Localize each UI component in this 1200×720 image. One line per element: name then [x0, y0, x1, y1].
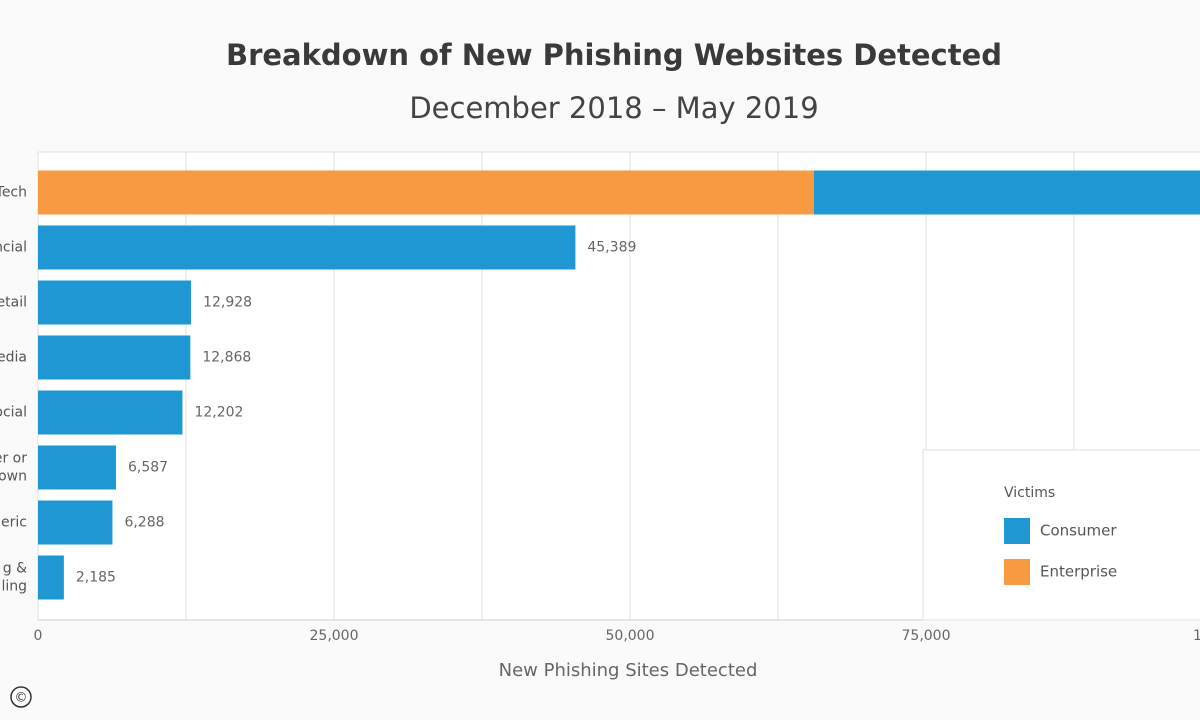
y-tick-label: ncial	[0, 240, 27, 256]
x-tick-label: 75,000	[902, 628, 951, 644]
value-label: 6,587	[128, 460, 168, 476]
chart-subtitle: December 2018 – May 2019	[409, 91, 818, 125]
bar	[38, 390, 183, 435]
value-label: 6,288	[124, 515, 164, 531]
bar	[38, 335, 191, 380]
copyright: ©	[15, 691, 28, 706]
y-tick-label: eric	[1, 515, 27, 531]
copyright-icon	[10, 686, 32, 708]
legend-swatch	[1004, 518, 1030, 544]
value-label: 12,868	[202, 350, 251, 366]
value-label: 12,202	[194, 405, 243, 421]
value-label: 45,389	[587, 240, 636, 256]
bar	[38, 555, 64, 600]
value-label: 2,185	[76, 570, 116, 586]
bar	[38, 500, 113, 545]
value-label: 12,928	[203, 295, 252, 311]
y-tick-label: edia	[0, 350, 27, 366]
chart-title: Breakdown of New Phishing Websites Detec…	[226, 38, 1002, 72]
bar	[38, 225, 576, 270]
legend-label: Enterprise	[1040, 563, 1117, 581]
bar	[38, 445, 116, 490]
legend-label: Consumer	[1040, 522, 1117, 540]
y-tick-label: etail	[0, 295, 27, 311]
bar	[38, 280, 192, 325]
legend-box	[922, 449, 1200, 621]
legend-swatch	[1004, 559, 1030, 585]
y-tick-label: ocial	[0, 405, 27, 421]
y-tick-label: Tech	[0, 185, 27, 201]
bar	[38, 170, 814, 215]
x-tick-label: 0	[34, 628, 43, 644]
x-axis-title: New Phishing Sites Detected	[499, 660, 758, 681]
x-tick-label: 50,000	[606, 628, 655, 644]
y-tick-label: g & ling	[1, 561, 27, 595]
legend-title: Victims	[1004, 485, 1055, 501]
bar	[813, 170, 1200, 215]
x-tick-label: 25,000	[310, 628, 359, 644]
x-tick-label: 100,000	[1193, 628, 1200, 644]
